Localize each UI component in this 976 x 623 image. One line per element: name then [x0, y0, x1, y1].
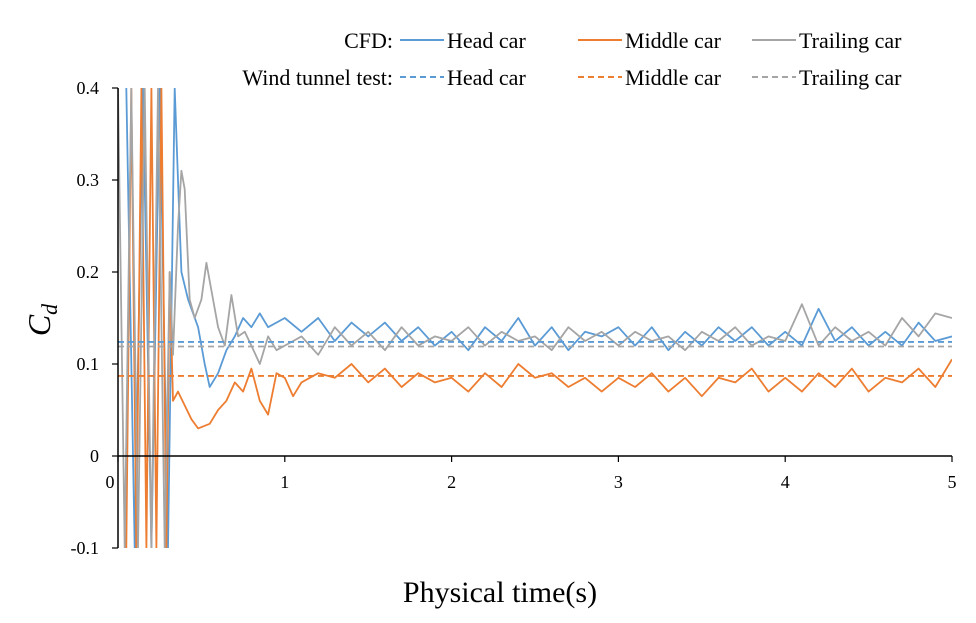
x-axis-title: Physical time(s) [403, 576, 597, 609]
y-axis-title-sub: d [37, 303, 62, 315]
x-tick-label: 2 [447, 472, 456, 492]
x-tick-label: 0 [106, 472, 115, 492]
y-tick-label: 0.4 [77, 78, 100, 98]
svg-text:Cd: Cd [21, 303, 62, 336]
series-layer [118, 88, 952, 548]
legend-cfd-head-car-label: Head car [447, 28, 526, 53]
legend-wind-tunnel-test-middle-car-label: Middle car [625, 65, 722, 90]
y-axis-title-main: C [21, 314, 57, 336]
y-tick-label: 0 [90, 446, 99, 466]
legend: CFD: Wind tunnel test: Head car Middle ca… [242, 28, 902, 90]
y-tick-label: 0.3 [77, 170, 100, 190]
series-cfd-trailing-car [118, 88, 952, 548]
series-cfd-head-car [125, 88, 952, 548]
series-cfd-middle-car [125, 88, 952, 548]
legend-wind-tunnel-test-head-car-label: Head car [447, 65, 526, 90]
legend-row-label-cfd: CFD: [344, 28, 393, 53]
y-tick-label: 0.1 [77, 354, 100, 374]
x-tick-label: 1 [280, 472, 289, 492]
x-tick-label: 5 [948, 472, 957, 492]
y-axis-title: Cd [21, 303, 62, 336]
legend-row-label-wind-tunnel: Wind tunnel test: [242, 65, 393, 90]
axes-layer [117, 88, 952, 548]
legend-entries: Head car Middle car Trailing car Head car Mi… [400, 28, 902, 90]
x-tick-label: 4 [781, 472, 790, 492]
ticks-layer: -0.1 0 0.1 0.2 0.3 0.4 0 1 2 3 4 5 [71, 78, 957, 558]
legend-cfd-middle-car-label: Middle car [625, 28, 722, 53]
x-tick-label: 3 [614, 472, 623, 492]
legend-cfd-trailing-car-label: Trailing car [799, 28, 902, 53]
y-tick-label: -0.1 [71, 538, 100, 558]
legend-wind-tunnel-test-trailing-car-label: Trailing car [799, 65, 902, 90]
y-tick-label: 0.2 [77, 262, 100, 282]
